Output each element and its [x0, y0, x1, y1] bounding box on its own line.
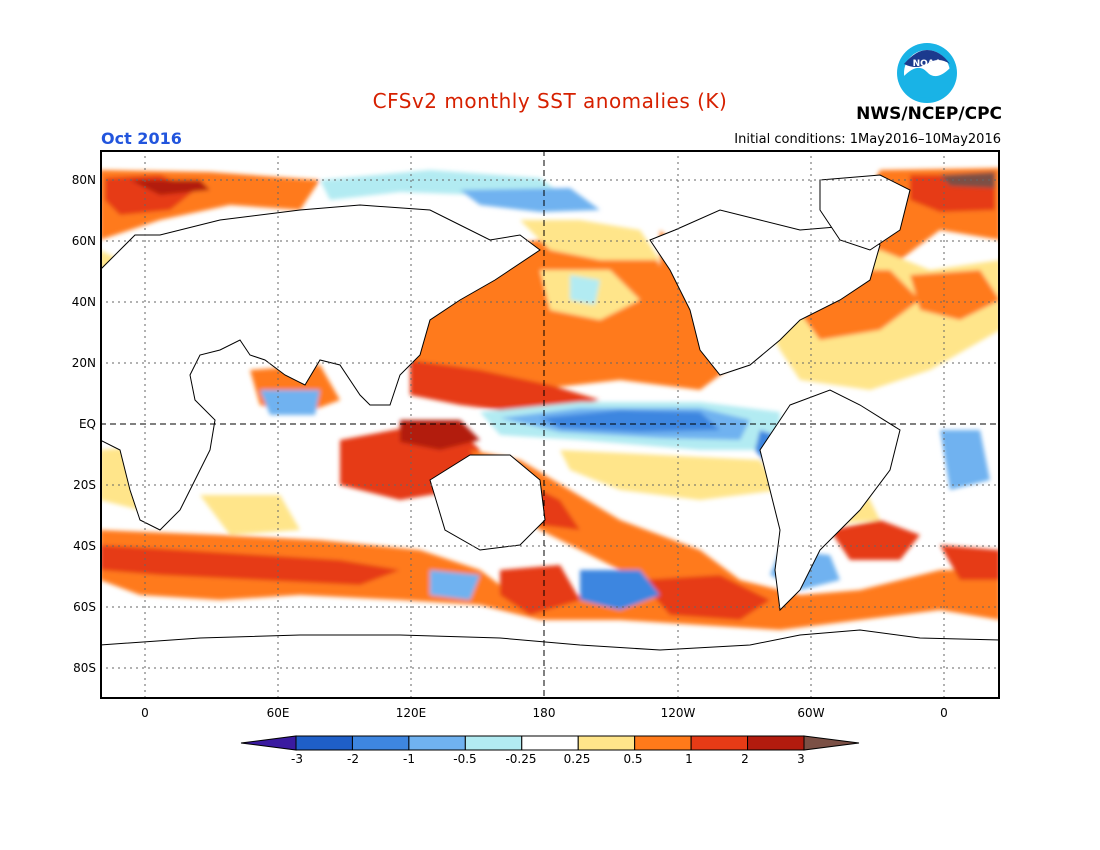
lon-label: 120E: [395, 706, 427, 720]
colorbar-swatch: [803, 735, 860, 751]
colorbar-swatch: [408, 735, 466, 751]
colorbar-swatch: [747, 735, 805, 751]
lat-label: 60N: [71, 234, 96, 248]
lon-label: 60E: [266, 706, 290, 720]
lat-label: EQ: [78, 417, 96, 431]
lat-label: 60S: [73, 600, 96, 614]
colorbar-swatch: [577, 735, 636, 751]
lat-label: 20S: [73, 478, 96, 492]
lon-label: 0: [940, 706, 948, 720]
initial-conditions: Initial conditions: 1May2016–10May2016: [734, 132, 1001, 147]
map-frame: [100, 150, 1000, 699]
colorbar-swatch: [295, 735, 353, 751]
lat-label: 20N: [71, 356, 96, 370]
noaa-logo: NOAA: [897, 43, 957, 103]
colorbar-label: -0.5: [453, 752, 477, 766]
color-scale-bar: [240, 735, 860, 751]
colorbar-swatch: [464, 735, 523, 751]
lon-label: 60W: [797, 706, 825, 720]
colorbar-label: 0.25: [563, 752, 591, 766]
colorbar-label: 3: [797, 752, 805, 766]
reference-lines: [100, 150, 1000, 699]
colorbar-label: -3: [291, 752, 303, 766]
greenland-outline: [819, 174, 911, 251]
lon-label: 0: [141, 706, 149, 720]
colorbar-label: -2: [347, 752, 359, 766]
colorbar-label: 2: [741, 752, 749, 766]
lon-label: 180: [532, 706, 556, 720]
colorbar-swatch: [634, 735, 692, 751]
north-america-outline: [649, 209, 881, 376]
map-title: CFSv2 monthly SST anomalies (K): [372, 89, 728, 113]
continents: [100, 174, 1000, 699]
colorbar-label: 1: [685, 752, 693, 766]
sst-anomaly-map: [100, 150, 1000, 699]
colorbar-label: -0.25: [505, 752, 537, 766]
australia-outline: [429, 454, 546, 551]
colorbar-swatch: [690, 735, 749, 751]
colorbar-swatch: [351, 735, 410, 751]
forecast-month: Oct 2016: [101, 129, 182, 148]
lat-label: 80N: [71, 173, 96, 187]
colorbar-swatch: [521, 735, 579, 751]
lat-label: 40N: [71, 295, 96, 309]
graticule: [100, 150, 1000, 699]
noaa-logo-text: NOAA: [913, 59, 942, 69]
lat-label: 80S: [73, 661, 96, 675]
lat-label: 40S: [73, 539, 96, 553]
organization-label: NWS/NCEP/CPC: [856, 104, 1002, 124]
colorbar-swatch: [240, 735, 297, 751]
antarctica-outline: [100, 629, 1000, 699]
colorbar-label: -1: [403, 752, 415, 766]
lon-label: 120W: [660, 706, 696, 720]
south-america-outline: [759, 389, 901, 612]
colorbar-label: 0.5: [623, 752, 643, 766]
